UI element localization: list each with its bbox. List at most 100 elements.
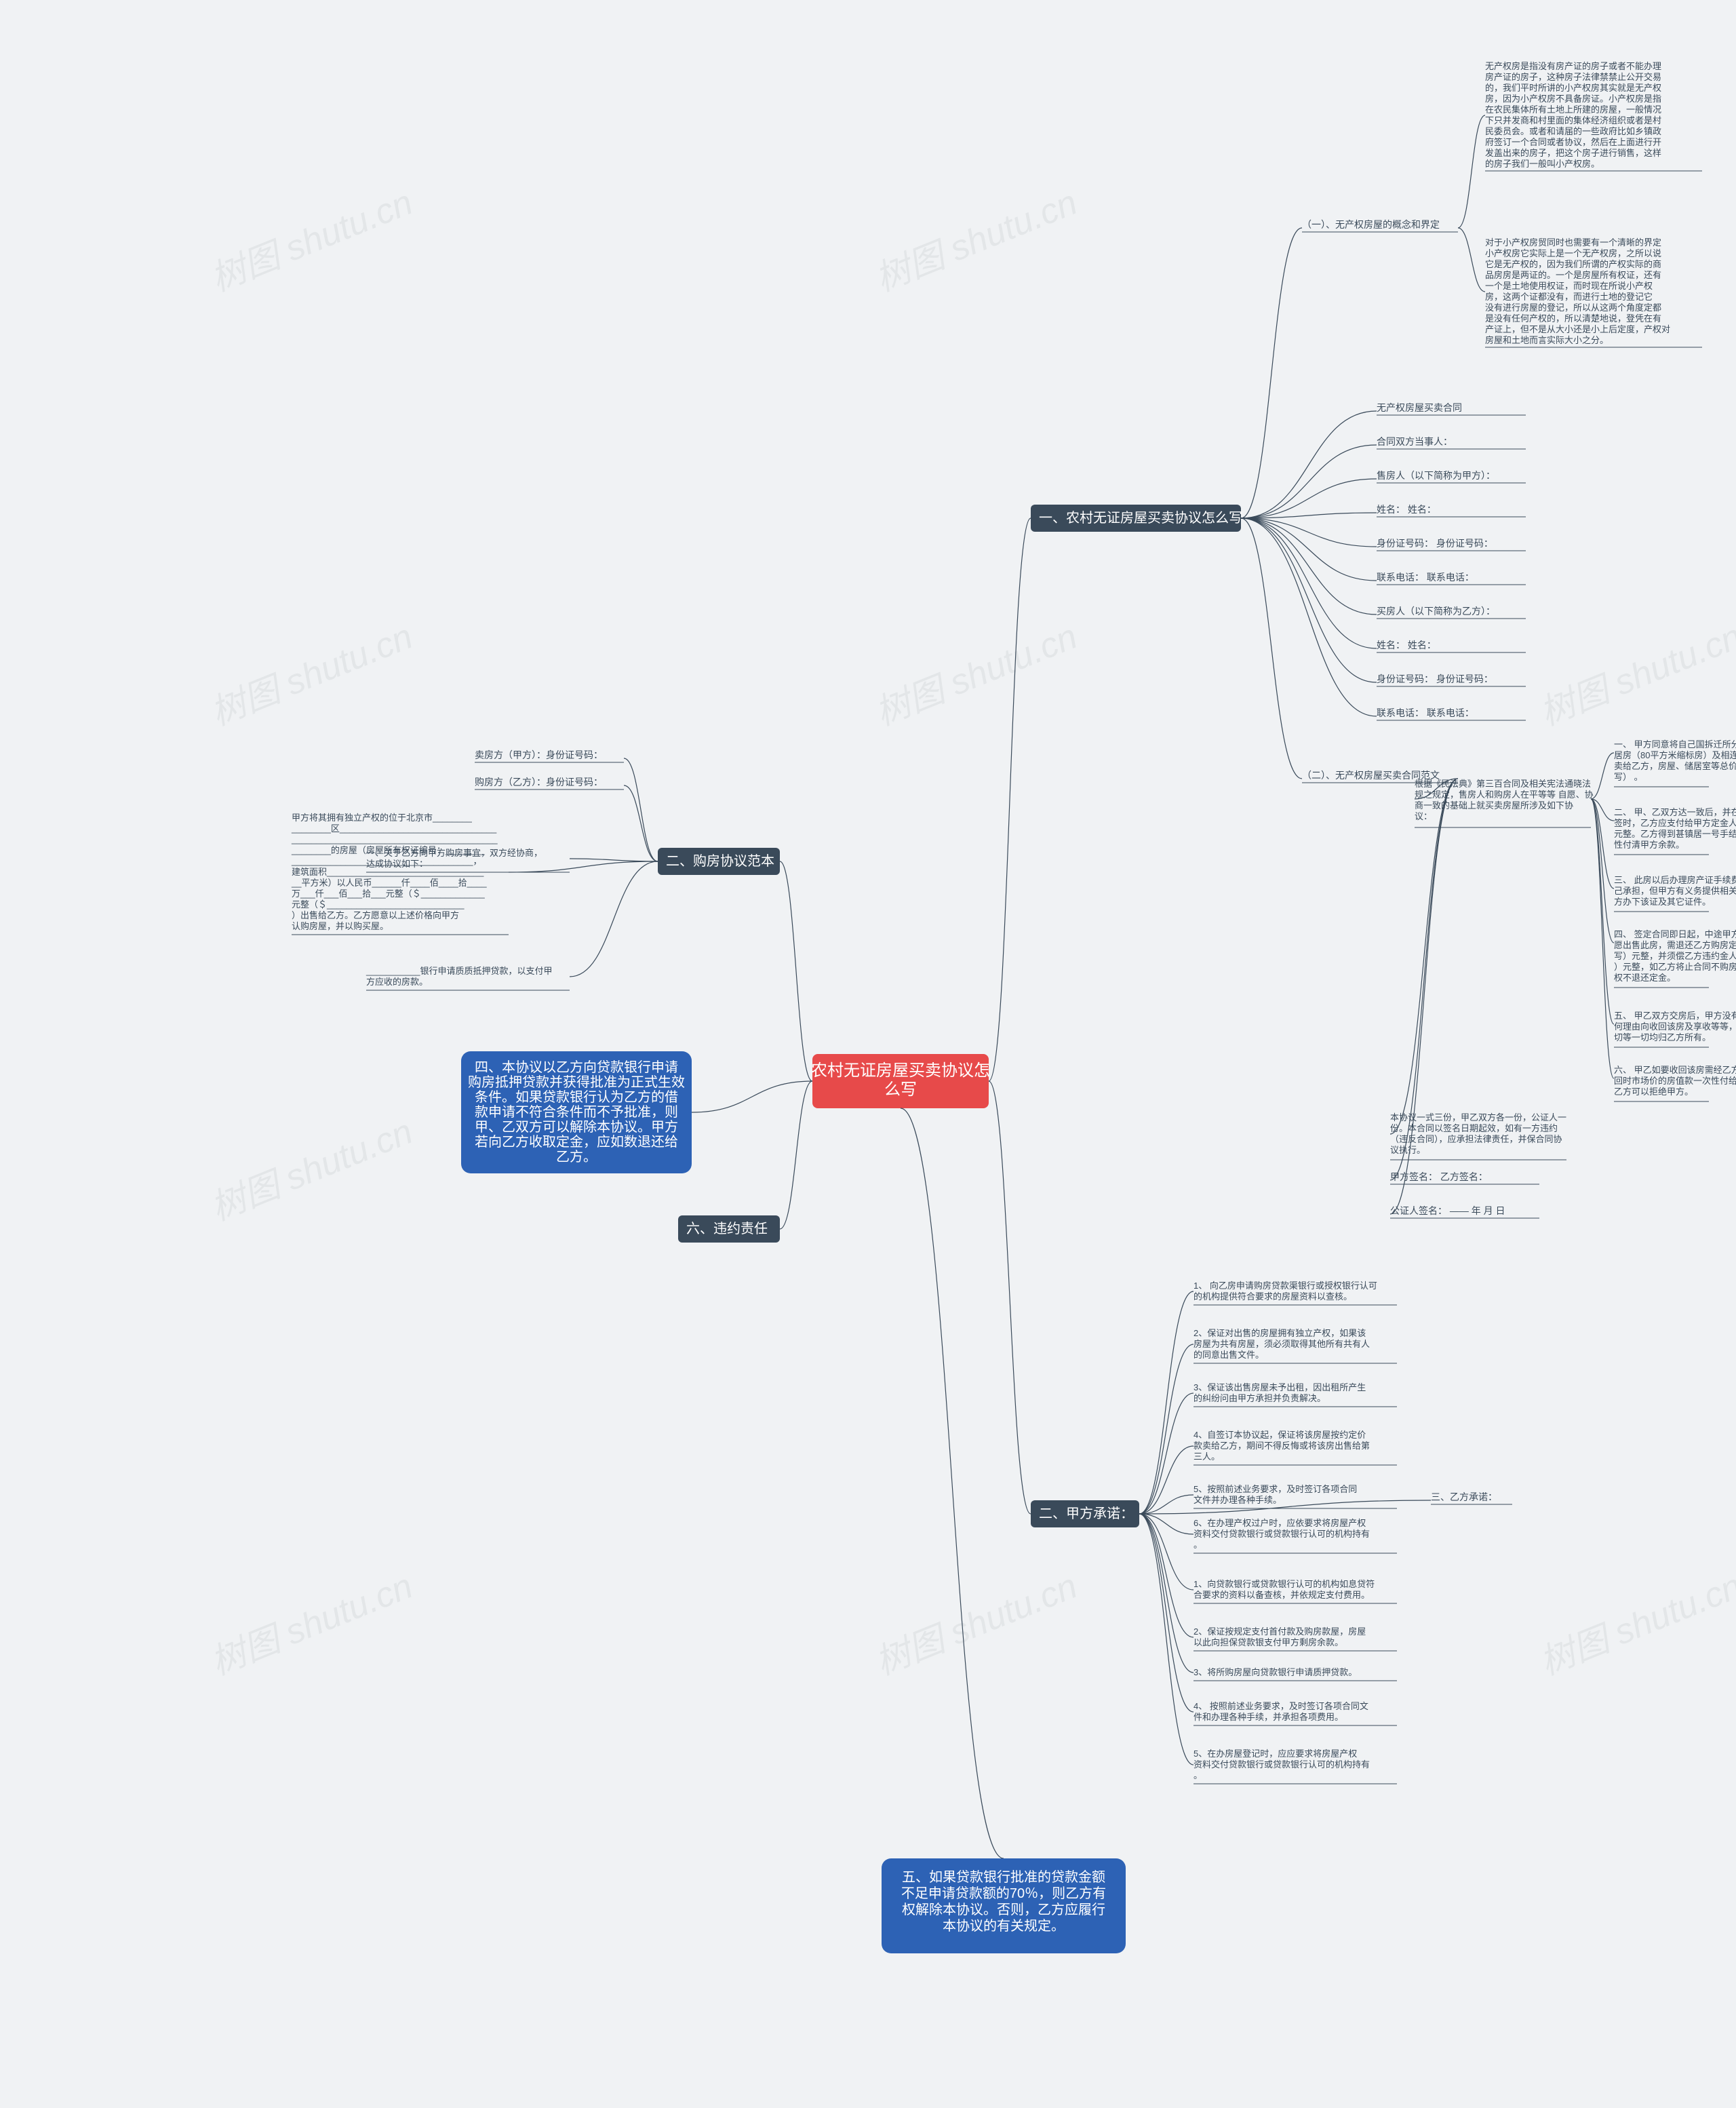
svg-text:）元整，如乙方将止合同不购房，甲方有: ）元整，如乙方将止合同不购房，甲方有 xyxy=(1614,962,1736,972)
svg-text:元整（＄__________________________: 元整（＄____________________________ xyxy=(292,899,465,910)
svg-text:愿出售此房，需退还乙方购房定金人民币（大: 愿出售此房，需退还乙方购房定金人民币（大 xyxy=(1614,940,1736,950)
svg-text:售房人（以下简称为甲方）：: 售房人（以下简称为甲方）： xyxy=(1377,470,1495,481)
svg-text:款卖给乙方，期间不得反悔或将该房出售给第: 款卖给乙方，期间不得反悔或将该房出售给第 xyxy=(1194,1441,1370,1451)
svg-text:发盖出来的房子，把这个房子进行销售，这样: 发盖出来的房子，把这个房子进行销售，这样 xyxy=(1485,148,1661,158)
svg-text:房屋和土地而言实际大小之分。: 房屋和土地而言实际大小之分。 xyxy=(1485,335,1609,345)
svg-text:一个是土地使用权证，而时现在所说小产权: 一个是土地使用权证，而时现在所说小产权 xyxy=(1485,281,1653,291)
mindmap-canvas: 树图 shutu.cn树图 shutu.cn树图 shutu.cn树图 shut… xyxy=(0,0,1736,2108)
svg-text:卖给乙方，房屋、储居室等总价为人民币（大: 卖给乙方，房屋、储居室等总价为人民币（大 xyxy=(1614,761,1736,771)
svg-text:的同意出售文件。: 的同意出售文件。 xyxy=(1194,1350,1264,1360)
svg-text:房，这两个证都没有，而进行土地的登记它: 房，这两个证都没有，而进行土地的登记它 xyxy=(1485,292,1653,302)
svg-text:份。本合同以签名日期起效，如有一方违约: 份。本合同以签名日期起效，如有一方违约 xyxy=(1390,1123,1558,1133)
svg-text:公证人签名： —— 年 月 日: 公证人签名： —— 年 月 日 xyxy=(1390,1205,1505,1216)
svg-text:的机构提供符合要求的房屋资料以查核。: 的机构提供符合要求的房屋资料以查核。 xyxy=(1194,1291,1352,1302)
svg-text:联系电话： 联系电话：: 联系电话： 联系电话： xyxy=(1377,572,1474,583)
svg-text:购房抵押贷款并获得批准为正式生效: 购房抵押贷款并获得批准为正式生效 xyxy=(468,1074,685,1090)
svg-text:建筑面积__________________________: 建筑面积________________________________ xyxy=(292,867,484,877)
svg-text:认购房屋，并以购买屋。: 认购房屋，并以购买屋。 xyxy=(292,921,389,931)
svg-text:（违反合同），应承担法律责任，并保合同协: （违反合同），应承担法律责任，并保合同协 xyxy=(1390,1134,1562,1144)
svg-text:本协议一式三份，甲乙双方各一份，公证人一: 本协议一式三份，甲乙双方各一份，公证人一 xyxy=(1390,1112,1566,1123)
svg-text:以此向担保贷款银支付甲方剩房余款。: 以此向担保贷款银支付甲方剩房余款。 xyxy=(1194,1637,1343,1647)
svg-text:__平方米）以人民币______仟____佰____拾___: __平方米）以人民币______仟____佰____拾____ xyxy=(291,878,487,888)
svg-text:产证上，但不是从大小还是小上后定度，产权对: 产证上，但不是从大小还是小上后定度，产权对 xyxy=(1485,324,1670,334)
svg-text:本协议的有关规定。: 本协议的有关规定。 xyxy=(943,1918,1065,1934)
svg-text:4、 按照前述业务要求，及时签订各项合同文: 4、 按照前述业务要求，及时签订各项合同文 xyxy=(1194,1701,1368,1711)
svg-text:二、购房协议范本: 二、购房协议范本 xyxy=(666,853,774,869)
svg-text:___________银行申请质质抵押贷款，以支付甲: ___________银行申请质质抵押贷款，以支付甲 xyxy=(366,966,553,976)
svg-text:议：: 议： xyxy=(1415,811,1432,821)
svg-text:购房方（乙方）：身份证号码：: 购房方（乙方）：身份证号码： xyxy=(475,777,603,787)
svg-text:2、保证对出售的房屋拥有独立产权，如果该: 2、保证对出售的房屋拥有独立产权，如果该 xyxy=(1194,1328,1366,1338)
svg-text:一、 甲方同意将自己国拆迁所分得的农民安: 一、 甲方同意将自己国拆迁所分得的农民安 xyxy=(1614,739,1736,749)
svg-text:姓名： 姓名：: 姓名： 姓名： xyxy=(1377,504,1436,515)
svg-text:资料交付贷款银行或贷款银行认可的机构持有: 资料交付贷款银行或贷款银行认可的机构持有 xyxy=(1194,1759,1370,1770)
svg-text:府签订一个合同或者协议，然后在上面进行开: 府签订一个合同或者协议，然后在上面进行开 xyxy=(1485,137,1661,147)
svg-text:没有进行房屋的登记，所以从这两个角度定都: 没有进行房屋的登记，所以从这两个角度定都 xyxy=(1485,302,1661,313)
svg-text:甲、乙双方可以解除本协议。甲方: 甲、乙双方可以解除本协议。甲方 xyxy=(475,1119,678,1135)
svg-text:切等一切均归乙方所有。: 切等一切均归乙方所有。 xyxy=(1614,1032,1711,1042)
svg-text:甲方将其拥有独立产权的位于北京市________: 甲方将其拥有独立产权的位于北京市________ xyxy=(292,813,473,823)
svg-text:元整。乙方得到甚镇居一号手结后 天内一次: 元整。乙方得到甚镇居一号手结后 天内一次 xyxy=(1614,829,1736,839)
svg-text:方办下该证及其它证件。: 方办下该证及其它证件。 xyxy=(1614,897,1711,907)
svg-text:件和办理各种手续，并承担各项费用。: 件和办理各种手续，并承担各项费用。 xyxy=(1194,1712,1343,1722)
svg-text:对于小产权房贸同时也需要有一个清晰的界定: 对于小产权房贸同时也需要有一个清晰的界定 xyxy=(1485,237,1661,248)
svg-text:下只并发商和村里面的集体经济组织或者是村: 下只并发商和村里面的集体经济组织或者是村 xyxy=(1485,115,1661,125)
svg-text:回时市场价的房值款一次性付给乙方，否则: 回时市场价的房值款一次性付给乙方，否则 xyxy=(1614,1076,1736,1086)
svg-text:么写: 么写 xyxy=(884,1080,917,1099)
svg-text:若向乙方收取定金，应如数退还给: 若向乙方收取定金，应如数退还给 xyxy=(475,1134,678,1150)
svg-text:农村无证房屋买卖协议怎: 农村无证房屋买卖协议怎 xyxy=(811,1061,990,1080)
svg-text:何理由向收回该房及享收等等，今后该房的一: 何理由向收回该房及享收等等，今后该房的一 xyxy=(1614,1021,1736,1032)
svg-text:1、向贷款银行或贷款银行认可的机构如息贷符: 1、向贷款银行或贷款银行认可的机构如息贷符 xyxy=(1194,1579,1375,1589)
svg-text:六、违约责任: 六、违约责任 xyxy=(686,1221,768,1236)
svg-text:。: 。 xyxy=(1194,1540,1202,1550)
svg-text:卖房方（甲方）：身份证号码：: 卖房方（甲方）：身份证号码： xyxy=(475,749,603,760)
svg-text:的，我们平时所讲的小产权房其实就是无产权: 的，我们平时所讲的小产权房其实就是无产权 xyxy=(1485,83,1661,93)
svg-text:文件并办理各种手续。: 文件并办理各种手续。 xyxy=(1194,1495,1282,1505)
svg-text:权不退还定金。: 权不退还定金。 xyxy=(1614,973,1676,983)
svg-text:它是无产权的，因为我们所谓的产权实际的商: 它是无产权的，因为我们所谓的产权实际的商 xyxy=(1485,259,1661,269)
svg-text:是没有任何产权的，所以清楚地说，登凭在有: 是没有任何产权的，所以清楚地说，登凭在有 xyxy=(1485,313,1661,324)
svg-text:房，因为小产权房不具备房证。小产权房是指: 房，因为小产权房不具备房证。小产权房是指 xyxy=(1485,94,1661,104)
svg-text:合要求的资料以备查核，并依规定支付费用。: 合要求的资料以备查核，并依规定支付费用。 xyxy=(1194,1590,1370,1600)
svg-text:四、本协议以乙方向贷款银行申请: 四、本协议以乙方向贷款银行申请 xyxy=(475,1059,678,1075)
svg-text:三、 此房以后办理房产证手续费用均由乙方自: 三、 此房以后办理房产证手续费用均由乙方自 xyxy=(1614,875,1736,885)
svg-text:性付清甲方余款。: 性付清甲方余款。 xyxy=(1614,840,1684,850)
svg-text:权解除本协议。否则，乙方应履行: 权解除本协议。否则，乙方应履行 xyxy=(902,1902,1105,1917)
svg-text:4、自签订本协议起，保证将该房屋按约定价: 4、自签订本协议起，保证将该房屋按约定价 xyxy=(1194,1430,1366,1440)
svg-text:无产权房是指没有房产证的房子或者不能办理: 无产权房是指没有房产证的房子或者不能办理 xyxy=(1485,61,1661,71)
svg-text:6、在办理产权过户时，应依要求将房屋产权: 6、在办理产权过户时，应依要求将房屋产权 xyxy=(1194,1518,1366,1528)
svg-text:三、乙方承诺：: 三、乙方承诺： xyxy=(1431,1491,1497,1502)
svg-text:根据《民法典》第三百合同及相关宪法通晓法: 根据《民法典》第三百合同及相关宪法通晓法 xyxy=(1415,779,1591,789)
svg-text:买房人（以下简称为乙方）：: 买房人（以下简称为乙方）： xyxy=(1377,606,1495,617)
svg-text:五、 甲乙双方交房后，甲方没有任何权利经: 五、 甲乙双方交房后，甲方没有任何权利经 xyxy=(1614,1011,1736,1021)
svg-text:______________________________: _____________________________________， xyxy=(291,856,482,866)
svg-text:联系电话： 联系电话：: 联系电话： 联系电话： xyxy=(1377,707,1474,718)
svg-text:乙方。: 乙方。 xyxy=(556,1149,597,1165)
svg-text:房屋为共有房屋，须必须取得其他所有共有人: 房屋为共有房屋，须必须取得其他所有共有人 xyxy=(1194,1339,1370,1349)
svg-text:。: 。 xyxy=(1194,1770,1202,1780)
svg-text:二、甲方承诺：: 二、甲方承诺： xyxy=(1039,1506,1134,1521)
svg-text:议执行。: 议执行。 xyxy=(1390,1145,1425,1155)
svg-text:无产权房屋买卖合同: 无产权房屋买卖合同 xyxy=(1377,402,1462,413)
svg-text:资料交付贷款银行或贷款银行认可的机构持有: 资料交付贷款银行或贷款银行认可的机构持有 xyxy=(1194,1529,1370,1539)
svg-text:在农民集体所有土地上所建的房屋，一般情况: 在农民集体所有土地上所建的房屋，一般情况 xyxy=(1485,104,1661,115)
svg-text:的房子我们一般叫小产权房。: 的房子我们一般叫小产权房。 xyxy=(1485,159,1600,169)
svg-text:合同双方当事人：: 合同双方当事人： xyxy=(1377,436,1453,447)
svg-text:万___仟___佰___拾___元整（＄__________: 万___仟___佰___拾___元整（＄_____________ xyxy=(292,889,486,899)
svg-text:）出售给乙方。乙方愿意以上述价格向甲方: ）出售给乙方。乙方愿意以上述价格向甲方 xyxy=(292,910,459,920)
svg-text:乙方可以拒绝甲方。: 乙方可以拒绝甲方。 xyxy=(1614,1087,1693,1097)
svg-text:居房（80平方米缩标房）及相连的储居室等: 居房（80平方米缩标房）及相连的储居室等 xyxy=(1614,750,1736,760)
svg-text:款申请不符合条件而不予批准，则: 款申请不符合条件而不予批准，则 xyxy=(475,1104,678,1120)
svg-text:方应收的房款。: 方应收的房款。 xyxy=(366,977,428,987)
svg-text:四、 签定合同即日起，中途甲方将止合同不: 四、 签定合同即日起，中途甲方将止合同不 xyxy=(1614,929,1736,939)
svg-text:5、在办房屋登记时，应应要求将房屋产权: 5、在办房屋登记时，应应要求将房屋产权 xyxy=(1194,1749,1357,1759)
svg-text:写） 。: 写） 。 xyxy=(1614,772,1643,782)
svg-text:三人。: 三人。 xyxy=(1194,1451,1220,1462)
svg-text:________区_____________________: ________区_______________________________… xyxy=(291,823,497,834)
svg-text:一、农村无证房屋买卖协议怎么写: 一、农村无证房屋买卖协议怎么写 xyxy=(1039,510,1242,526)
svg-text:五、如果贷款银行批准的贷款金额: 五、如果贷款银行批准的贷款金额 xyxy=(902,1869,1105,1885)
svg-text:品房房是两证的。一个是房屋所有权证，还有: 品房房是两证的。一个是房屋所有权证，还有 xyxy=(1485,270,1661,280)
svg-text:1、 向乙房申请购房贷款渠银行或授权银行认可: 1、 向乙房申请购房贷款渠银行或授权银行认可 xyxy=(1194,1281,1377,1291)
svg-text:条件。如果贷款银行认为乙方的借: 条件。如果贷款银行认为乙方的借 xyxy=(475,1089,678,1105)
svg-text:民委员会。或者和请届的一些政府比如乡镇政: 民委员会。或者和请届的一些政府比如乡镇政 xyxy=(1485,126,1661,136)
